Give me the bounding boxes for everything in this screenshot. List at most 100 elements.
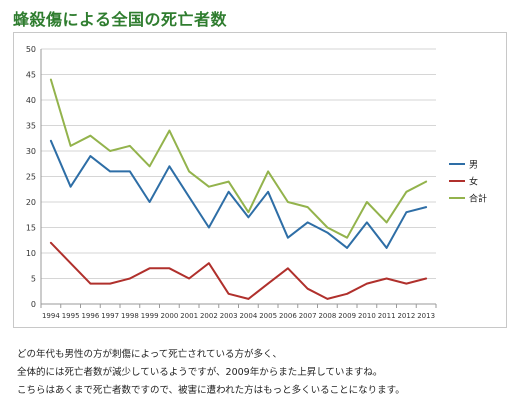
data-point xyxy=(89,134,92,137)
data-point xyxy=(405,211,408,213)
legend-label: 合計 xyxy=(469,193,487,205)
x-tick-label: 2003 xyxy=(220,312,238,320)
series-line-男 xyxy=(49,139,428,249)
caption-line: どの年代も男性の方が刺傷によって死亡されている方が多く、 xyxy=(17,349,282,360)
data-point xyxy=(69,145,72,147)
x-tick-label: 1996 xyxy=(81,312,99,320)
y-tick-label: 25 xyxy=(26,173,36,182)
y-tick-label: 20 xyxy=(26,198,36,207)
data-point xyxy=(425,277,427,280)
data-point xyxy=(129,170,131,173)
x-tick-label: 2011 xyxy=(378,312,396,320)
data-point xyxy=(208,262,210,264)
x-tick-label: 1997 xyxy=(101,312,119,320)
data-point xyxy=(168,165,171,168)
legend-label: 女 xyxy=(469,176,478,188)
data-point xyxy=(168,267,171,270)
data-point xyxy=(227,191,230,193)
x-tick-label: 2009 xyxy=(338,312,356,320)
data-point xyxy=(326,298,329,300)
y-tick-label: 30 xyxy=(26,147,36,156)
y-tick-label: 10 xyxy=(26,249,36,258)
x-tick-label: 2006 xyxy=(279,312,297,320)
data-point xyxy=(208,185,210,188)
legend-label: 男 xyxy=(469,160,478,171)
series-line-女 xyxy=(49,241,428,300)
data-point xyxy=(148,165,151,168)
data-point xyxy=(109,170,111,173)
chart-frame: 0 5 10 15 20 25 30 35 40 45 50 1994 1995 1996 1997 1998… xyxy=(13,32,507,328)
caption-line: 全体的には死亡者数が減少しているようですが、2009年からまた上昇していますね。 xyxy=(17,367,383,378)
data-point xyxy=(129,145,131,147)
series-layer xyxy=(49,78,428,300)
data-point xyxy=(366,201,368,203)
data-point xyxy=(366,282,368,285)
data-point xyxy=(366,221,368,224)
data-point xyxy=(346,236,348,239)
y-tick-label: 45 xyxy=(26,71,36,80)
data-point xyxy=(287,236,289,239)
data-point xyxy=(385,277,388,280)
data-point xyxy=(326,226,329,229)
data-point xyxy=(247,216,250,219)
data-point xyxy=(346,247,348,249)
data-point xyxy=(188,196,190,198)
data-point xyxy=(148,201,151,203)
x-tick-label: 2002 xyxy=(200,312,218,320)
data-point xyxy=(346,293,348,295)
data-point xyxy=(247,298,250,300)
y-tick-label: 40 xyxy=(26,96,36,105)
data-point xyxy=(227,180,230,183)
y-tick-label: 0 xyxy=(31,300,36,309)
data-point xyxy=(148,267,151,270)
data-point xyxy=(109,150,111,152)
data-point xyxy=(267,282,269,285)
data-point xyxy=(247,211,250,213)
x-tick-label: 2012 xyxy=(397,312,415,320)
x-tick-label: 1994 xyxy=(42,312,60,320)
data-point xyxy=(50,78,52,81)
x-tick-label: 2010 xyxy=(358,312,376,320)
data-point xyxy=(188,277,190,280)
data-point xyxy=(287,267,289,270)
x-tick-label: 2007 xyxy=(299,312,317,320)
x-tick-label: 1999 xyxy=(141,312,159,320)
data-point xyxy=(425,180,427,183)
series-line-合計 xyxy=(49,78,428,239)
grid-layer xyxy=(41,48,436,305)
data-point xyxy=(69,185,72,188)
x-tick-label: 2001 xyxy=(180,312,198,320)
data-point xyxy=(208,226,210,229)
data-point xyxy=(168,129,171,132)
axis-layer: 0 5 10 15 20 25 30 35 40 45 50 1994 1995 1996 1997 1998… xyxy=(26,45,437,320)
data-point xyxy=(306,221,309,224)
page-title: 蜂殺傷による全国の死亡者数 xyxy=(13,10,228,29)
x-tick-label: 1995 xyxy=(62,312,80,320)
data-point xyxy=(306,287,309,290)
data-point xyxy=(227,293,230,295)
data-point xyxy=(50,140,52,142)
data-point xyxy=(188,170,190,173)
data-point xyxy=(306,206,309,208)
data-point xyxy=(109,282,111,285)
data-point xyxy=(326,231,329,234)
data-point xyxy=(69,262,72,264)
data-point xyxy=(50,242,52,244)
data-point xyxy=(267,170,269,173)
x-tick-label: 2000 xyxy=(160,312,178,320)
y-tick-label: 35 xyxy=(26,122,36,131)
y-tick-label: 15 xyxy=(26,224,36,233)
data-point xyxy=(287,201,289,203)
data-point xyxy=(89,282,92,285)
data-point xyxy=(425,206,427,208)
data-point xyxy=(385,247,388,249)
x-tick-label: 1998 xyxy=(121,312,139,320)
data-point xyxy=(129,277,131,280)
x-tick-label: 2004 xyxy=(239,312,257,320)
x-tick-label: 2005 xyxy=(259,312,277,320)
x-tick-label: 2013 xyxy=(417,312,435,320)
data-point xyxy=(267,191,269,193)
data-point xyxy=(405,282,408,285)
line-chart: 0 5 10 15 20 25 30 35 40 45 50 1994 1995 1996 1997 1998… xyxy=(26,45,487,320)
